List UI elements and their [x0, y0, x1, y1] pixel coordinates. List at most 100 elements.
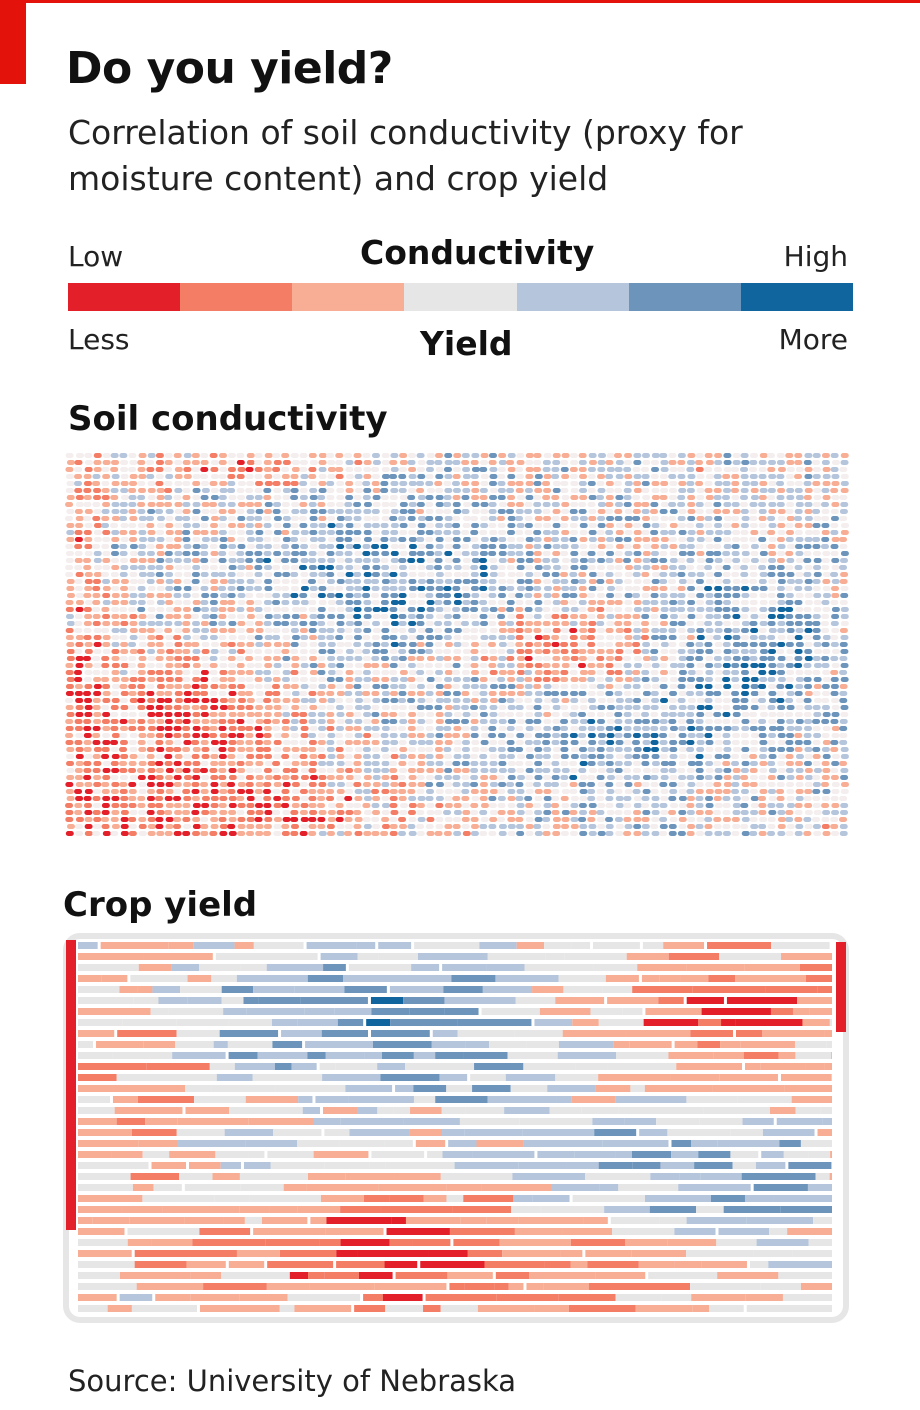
soil-cell: [237, 768, 246, 773]
soil-cell: [165, 740, 174, 745]
soil-cell: [768, 551, 777, 556]
soil-cell: [146, 747, 155, 752]
soil-cell: [633, 579, 642, 584]
soil-cell: [749, 453, 758, 458]
soil-cell: [255, 803, 264, 808]
soil-cell: [740, 537, 749, 542]
soil-cell: [209, 712, 218, 717]
soil-cell: [408, 705, 417, 710]
soil-cell: [318, 775, 327, 780]
soil-cell: [398, 817, 407, 822]
soil-cell: [264, 649, 273, 654]
soil-cell: [264, 530, 273, 535]
soil-cell: [741, 593, 750, 598]
soil-cell: [749, 593, 758, 598]
soil-cell: [777, 677, 786, 682]
soil-cell: [317, 502, 326, 507]
soil-cell: [624, 677, 633, 682]
soil-cell: [578, 803, 587, 808]
soil-cell: [470, 663, 479, 668]
soil-cell: [66, 761, 75, 766]
soil-cell: [363, 726, 372, 731]
soil-cell: [363, 733, 372, 738]
soil-cell: [596, 495, 605, 500]
soil-cell: [254, 740, 263, 745]
soil-cell: [111, 565, 120, 570]
soil-cell: [254, 460, 263, 465]
soil-cell: [821, 530, 830, 535]
soil-cell: [704, 684, 713, 689]
soil-cell: [408, 502, 417, 507]
yield-segment: [133, 997, 159, 1004]
soil-cell: [380, 649, 389, 654]
soil-cell: [650, 649, 659, 654]
soil-cell: [371, 481, 380, 486]
soil-cell: [804, 453, 813, 458]
soil-cell: [839, 628, 848, 633]
soil-cell: [218, 712, 227, 717]
soil-cell: [633, 663, 642, 668]
soil-cell: [434, 831, 443, 836]
soil-cell: [560, 523, 569, 528]
soil-cell: [335, 726, 344, 731]
soil-cell: [434, 635, 443, 640]
soil-cell: [444, 453, 453, 458]
soil-cell: [552, 460, 561, 465]
soil-cell: [407, 691, 416, 696]
soil-cell: [623, 761, 632, 766]
soil-cell: [839, 761, 848, 766]
soil-cell: [435, 523, 444, 528]
soil-cell: [480, 509, 489, 514]
soil-cell: [282, 495, 291, 500]
soil-cell: [516, 579, 525, 584]
soil-cell: [372, 537, 381, 542]
soil-cell: [732, 530, 741, 535]
soil-cell: [165, 558, 174, 563]
soil-cell: [426, 761, 435, 766]
soil-cell: [749, 747, 758, 752]
soil-cell: [227, 600, 236, 605]
soil-cell: [290, 831, 299, 836]
soil-cell: [588, 600, 597, 605]
soil-cell: [435, 691, 444, 696]
soil-cell: [668, 635, 677, 640]
soil-cell: [156, 579, 165, 584]
soil-cell: [614, 488, 623, 493]
soil-cell: [822, 586, 831, 591]
soil-cell: [93, 635, 102, 640]
yield-segment: [281, 1030, 322, 1037]
soil-cell: [120, 523, 129, 528]
brand-tag: [0, 0, 26, 84]
soil-cell: [192, 621, 201, 626]
soil-cell: [804, 628, 813, 633]
soil-cell: [308, 824, 317, 829]
soil-cell: [623, 810, 632, 815]
soil-cell: [479, 495, 488, 500]
soil-cell: [93, 628, 102, 633]
soil-cell: [354, 558, 363, 563]
soil-cell: [102, 614, 111, 619]
soil-cell: [488, 481, 497, 486]
soil-cell: [173, 453, 182, 458]
soil-cell: [182, 712, 191, 717]
soil-cell: [300, 817, 309, 822]
soil-cell: [839, 495, 848, 500]
soil-cell: [65, 831, 74, 836]
soil-cell: [524, 488, 533, 493]
soil-cell: [425, 789, 434, 794]
soil-cell: [471, 502, 480, 507]
soil-cell: [551, 740, 560, 745]
yield-segment: [252, 953, 318, 960]
soil-cell: [173, 614, 182, 619]
soil-cell: [326, 488, 335, 493]
soil-cell: [660, 691, 669, 696]
soil-cell: [156, 691, 165, 696]
soil-cell: [399, 509, 408, 514]
soil-cell: [533, 460, 542, 465]
soil-cell: [669, 481, 678, 486]
soil-cell: [372, 614, 381, 619]
soil-cell: [615, 698, 624, 703]
yield-segment: [357, 953, 379, 960]
soil-cell: [588, 572, 597, 577]
soil-cell: [659, 719, 668, 724]
